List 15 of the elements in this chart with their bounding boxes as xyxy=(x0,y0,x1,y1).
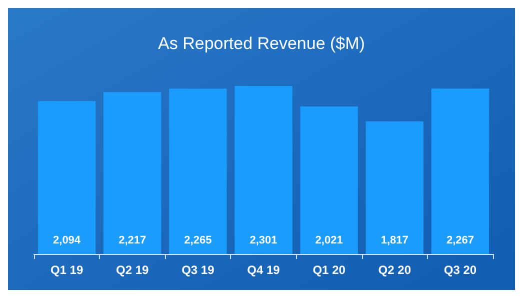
data-label: 2,301 xyxy=(250,234,278,246)
chart-title: As Reported Revenue ($M) xyxy=(158,34,365,53)
data-label: 2,265 xyxy=(184,234,212,246)
x-tick-label: Q2 19 xyxy=(116,263,150,277)
x-tick-label: Q1 20 xyxy=(312,263,346,277)
x-tick-label: Q2 20 xyxy=(378,263,412,277)
x-tick-label: Q3 20 xyxy=(444,263,477,277)
data-label: 2,217 xyxy=(118,234,146,246)
data-label: 2,267 xyxy=(446,234,474,246)
x-tick-label: Q4 19 xyxy=(247,263,280,277)
x-tick-label: Q3 19 xyxy=(182,263,215,277)
x-tick-label: Q1 19 xyxy=(50,263,84,277)
data-label: 2,094 xyxy=(53,234,82,246)
data-label: 2,021 xyxy=(315,234,343,246)
data-label: 1,817 xyxy=(380,234,408,246)
